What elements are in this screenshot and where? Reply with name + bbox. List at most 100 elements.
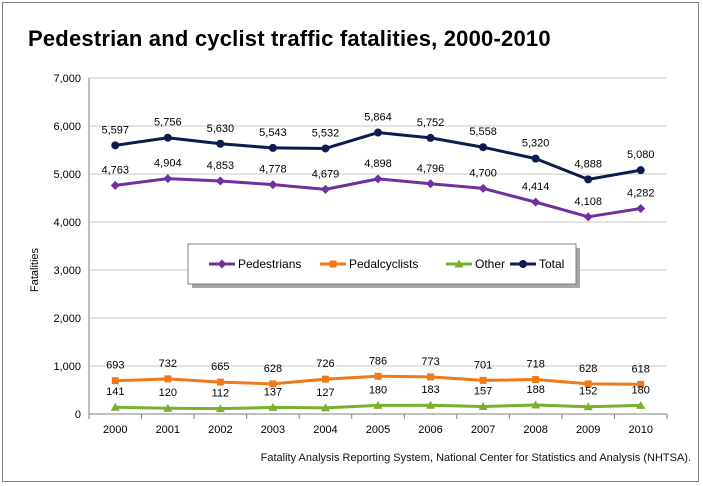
data-label: 137 — [264, 386, 282, 398]
x-tick-label: 2010 — [628, 424, 652, 436]
data-point — [636, 400, 646, 409]
data-point — [426, 400, 436, 409]
data-label: 4,796 — [417, 163, 445, 175]
data-label: 5,532 — [312, 127, 340, 139]
data-point — [163, 133, 172, 142]
x-tick-label: 2000 — [103, 424, 127, 436]
data-label: 183 — [421, 384, 439, 396]
x-tick-label: 2004 — [313, 424, 337, 436]
series-line — [115, 177, 641, 219]
y-tick-label: 4,000 — [53, 217, 81, 229]
data-label: 5,543 — [259, 127, 287, 139]
y-tick-labels: 0 1,000 2,000 3,000 4,000 5,000 6,000 7,000 — [53, 73, 81, 421]
data-point — [269, 380, 277, 388]
data-label: 732 — [159, 358, 177, 370]
data-label: 4,898 — [364, 158, 392, 170]
data-point — [478, 183, 488, 193]
data-point — [373, 174, 383, 184]
data-point — [110, 180, 120, 190]
data-point — [531, 197, 541, 207]
series-other: 141 120 112 137 127 180 183 157 188 152 180 — [106, 384, 650, 413]
data-label: 4,778 — [259, 164, 287, 176]
data-point — [110, 402, 120, 411]
data-point — [268, 143, 277, 152]
data-point — [320, 403, 330, 412]
data-label: 693 — [106, 360, 124, 372]
data-label: 718 — [526, 359, 544, 371]
data-label: 726 — [316, 358, 334, 370]
data-point — [636, 166, 645, 175]
series-total: 5,597 5,756 5,630 5,543 5,532 5,864 5,752 5,558… — [102, 112, 654, 184]
data-label: 5,630 — [207, 123, 235, 135]
chart-frame — [2, 2, 699, 482]
legend-item-pedalcyclists: Pedalcyclists — [320, 257, 418, 271]
data-point — [321, 144, 330, 153]
data-label: 4,282 — [627, 187, 655, 199]
legend-marker — [454, 259, 464, 268]
data-point — [637, 380, 645, 388]
data-label: 5,597 — [102, 124, 130, 136]
data-point — [532, 376, 540, 384]
data-label: 4,414 — [522, 181, 550, 193]
data-label: 5,756 — [154, 117, 182, 129]
data-label: 786 — [369, 355, 387, 367]
legend: Pedestrians Pedalcyclists Other Total — [187, 243, 580, 288]
series-group: 4,763 4,904 4,853 4,778 4,679 4,898 4,796 4,700… — [102, 112, 655, 413]
x-tick-labels: 2000 2001 2002 2003 2004 2005 2006 2007 2008 2009… — [103, 424, 653, 436]
y-tick-label: 5,000 — [53, 169, 81, 181]
data-label: 4,700 — [469, 167, 497, 179]
legend-label: Other — [475, 257, 505, 271]
legend-marker — [217, 259, 227, 269]
x-tick-label: 2007 — [471, 424, 495, 436]
y-axis-label: Fatalities — [29, 247, 41, 292]
x-tick-label: 2003 — [261, 424, 285, 436]
y-tick-label: 7,000 — [53, 73, 81, 85]
data-label: 127 — [316, 387, 334, 399]
data-point — [163, 403, 173, 412]
source-note: Fatality Analysis Reporting System, Nati… — [260, 452, 691, 464]
data-point — [111, 141, 120, 150]
data-label: 5,320 — [522, 138, 550, 150]
data-label: 152 — [579, 386, 597, 398]
data-point — [531, 400, 541, 409]
data-label: 141 — [106, 386, 124, 398]
data-point — [426, 179, 436, 189]
data-point — [215, 404, 225, 413]
data-point — [216, 378, 224, 386]
data-point — [374, 372, 382, 380]
data-point — [583, 212, 593, 222]
data-label: 112 — [212, 388, 230, 400]
x-tick-label: 2008 — [523, 424, 547, 436]
data-label: 4,904 — [154, 158, 182, 170]
data-point — [216, 139, 225, 148]
data-label: 188 — [526, 384, 544, 396]
data-label: 5,752 — [417, 117, 445, 129]
data-label: 4,763 — [102, 164, 130, 176]
data-point — [321, 375, 329, 383]
data-point — [583, 402, 593, 411]
x-tick-label: 2005 — [366, 424, 390, 436]
data-point — [268, 180, 278, 190]
data-point — [268, 402, 278, 411]
legend-item-other: Other — [446, 257, 505, 271]
data-label: 120 — [159, 387, 177, 399]
data-label: 157 — [474, 385, 492, 397]
data-point — [531, 154, 540, 163]
x-tick-label: 2006 — [418, 424, 442, 436]
data-label: 701 — [474, 359, 492, 371]
data-label: 4,853 — [207, 160, 235, 172]
data-point — [163, 174, 173, 184]
data-point — [374, 128, 382, 137]
y-tick-label: 0 — [75, 409, 81, 421]
data-label: 5,558 — [469, 126, 497, 138]
data-point — [215, 176, 225, 186]
data-point — [584, 380, 592, 388]
data-label: 4,888 — [574, 158, 602, 170]
data-label: 618 — [632, 363, 650, 375]
data-point — [373, 400, 383, 409]
series-line — [115, 131, 641, 181]
y-tick-label: 1,000 — [53, 361, 81, 373]
legend-marker — [329, 260, 337, 268]
x-tick-label: 2001 — [156, 424, 180, 436]
